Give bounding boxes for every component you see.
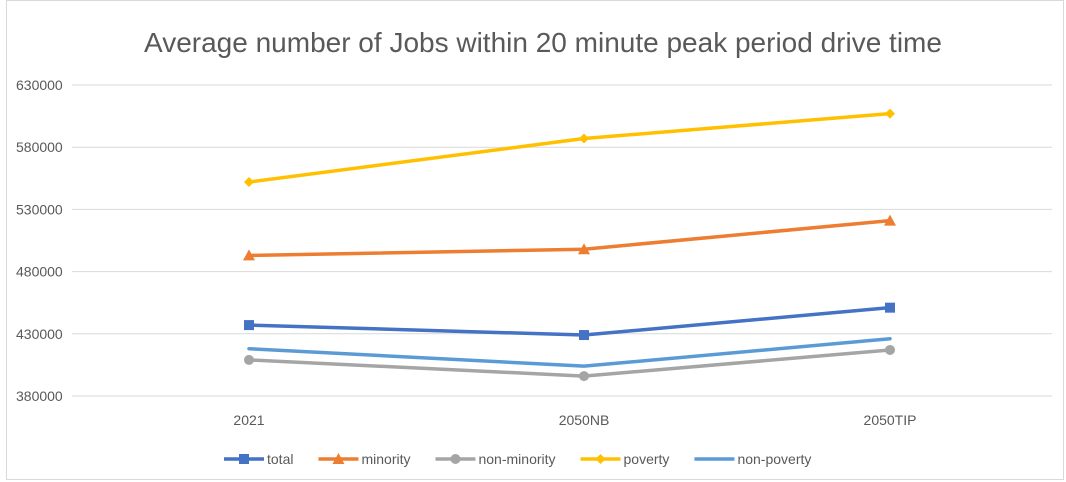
data-point — [244, 354, 254, 365]
legend: total minority non-minority poverty non-pove… — [224, 451, 811, 467]
data-point — [595, 454, 606, 464]
y-tick-label: 430000 — [16, 326, 63, 342]
legend-item: non-minority — [435, 451, 556, 467]
legend-label: non-poverty — [737, 451, 811, 467]
data-point — [885, 108, 895, 119]
series-poverty — [244, 108, 895, 188]
data-point — [243, 249, 255, 261]
legend-item: total — [224, 451, 293, 467]
series-non-poverty — [247, 337, 892, 368]
x-tick-label: 2021 — [233, 412, 264, 428]
y-tick-label: 580000 — [16, 139, 63, 155]
chart-frame — [6, 0, 1064, 480]
x-tick-label: 2050NB — [559, 412, 610, 428]
legend-label: minority — [361, 451, 410, 467]
data-point — [579, 133, 589, 144]
series-line — [247, 111, 892, 184]
y-tick-label: 630000 — [16, 77, 63, 93]
y-axis-ticks: 380000 430000 480000 530000 580000 630000 — [16, 77, 63, 404]
data-point — [239, 454, 249, 464]
legend-label: poverty — [624, 451, 670, 467]
series-line — [247, 337, 892, 368]
data-point — [244, 177, 254, 188]
series-non-minority — [244, 344, 895, 382]
series-line — [247, 305, 892, 337]
y-tick-label: 480000 — [16, 264, 63, 280]
data-point — [884, 214, 896, 226]
data-point — [885, 344, 895, 355]
data-point — [885, 302, 895, 313]
legend-label: non-minority — [478, 451, 555, 467]
series-lines — [243, 108, 896, 382]
legend-item: poverty — [580, 451, 670, 467]
legend-label: total — [267, 451, 293, 467]
data-point — [578, 243, 590, 255]
data-point — [579, 371, 589, 382]
legend-item: non-poverty — [694, 451, 811, 467]
legend-item: minority — [318, 451, 410, 467]
y-tick-label: 380000 — [16, 388, 63, 404]
y-tick-label: 530000 — [16, 201, 63, 217]
gridlines — [72, 84, 1052, 397]
data-point — [332, 453, 345, 464]
series-total — [244, 302, 895, 341]
data-point — [579, 330, 589, 341]
data-point — [450, 454, 461, 464]
x-tick-label: 2050TIP — [864, 412, 917, 428]
data-point — [244, 320, 254, 331]
series-line — [247, 218, 892, 258]
chart-title: Average number of Jobs within 20 minute … — [144, 27, 942, 58]
x-axis-ticks: 2021 2050NB 2050TIP — [233, 412, 916, 428]
series-minority — [243, 214, 896, 261]
